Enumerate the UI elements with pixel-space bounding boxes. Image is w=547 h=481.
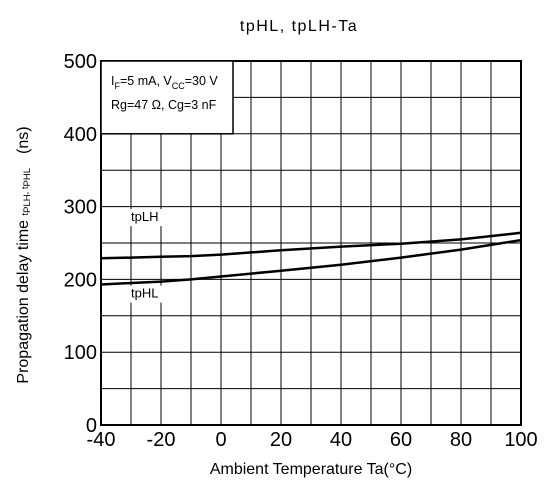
y-tick-label: 400 (64, 124, 97, 146)
x-tick-label: 20 (270, 429, 292, 451)
condition-vcc-value: =30 V (185, 74, 219, 88)
y-axis-unit: (ns) (15, 126, 32, 154)
x-tick-label: 40 (330, 429, 352, 451)
x-tick-label: -20 (147, 429, 176, 451)
condition-if-value: =5 mA, V (120, 74, 172, 88)
series-line-tphl (100, 238, 522, 286)
condition-line-1: IF=5 mA, VCC=30 V (111, 74, 218, 91)
y-tick-label: 500 (64, 51, 97, 73)
y-axis-subscript-2: PHL (22, 168, 33, 186)
x-tick-label: -40 (87, 429, 116, 451)
y-tick-label: 300 (64, 197, 97, 219)
x-tick-label: 80 (450, 429, 472, 451)
series-label-tplh: tpLH (131, 209, 158, 224)
y-axis-symbol-2: t (20, 186, 31, 189)
x-tick-label: 100 (504, 429, 537, 451)
x-axis-label: Ambient Temperature Ta(°C) (210, 461, 412, 478)
condition-vcc-subscript: CC (172, 81, 185, 91)
grid: -40 -20 0 20 40 60 80 100 0 100 200 300 400 500 (64, 51, 538, 451)
series-line-tplh (100, 231, 522, 260)
y-axis-label: Propagation delay time tPLH, tPHL(ns) (15, 126, 33, 383)
chart-title: tpHL, tpLH-Ta (240, 18, 358, 35)
condition-line-2: Rg=47 Ω, Cg=3 nF (111, 98, 217, 112)
y-axis-separator: , (20, 189, 31, 194)
series-label-tphl: tpHL (131, 286, 158, 301)
y-axis-symbol-1: t (20, 212, 31, 215)
condition-box-frame (100, 60, 234, 135)
y-tick-label: 0 (86, 415, 97, 437)
plot-frame (100, 60, 522, 426)
y-axis-label-main: Propagation delay time (15, 220, 32, 384)
condition-if-symbol: I (111, 74, 114, 88)
series-label-backing (128, 285, 170, 303)
y-axis-subscript-1: PLH (22, 194, 33, 213)
y-tick-label: 100 (64, 342, 97, 364)
condition-if-subscript: F (114, 81, 120, 91)
series-label-backing (128, 209, 170, 227)
series-lines: tpLH tpHL (100, 209, 522, 303)
x-tick-label: 0 (215, 429, 226, 451)
y-tick-label: 200 (64, 269, 97, 291)
condition-box: IF=5 mA, VCC=30 V Rg=47 Ω, Cg=3 nF (100, 60, 234, 135)
x-tick-label: 60 (390, 429, 412, 451)
